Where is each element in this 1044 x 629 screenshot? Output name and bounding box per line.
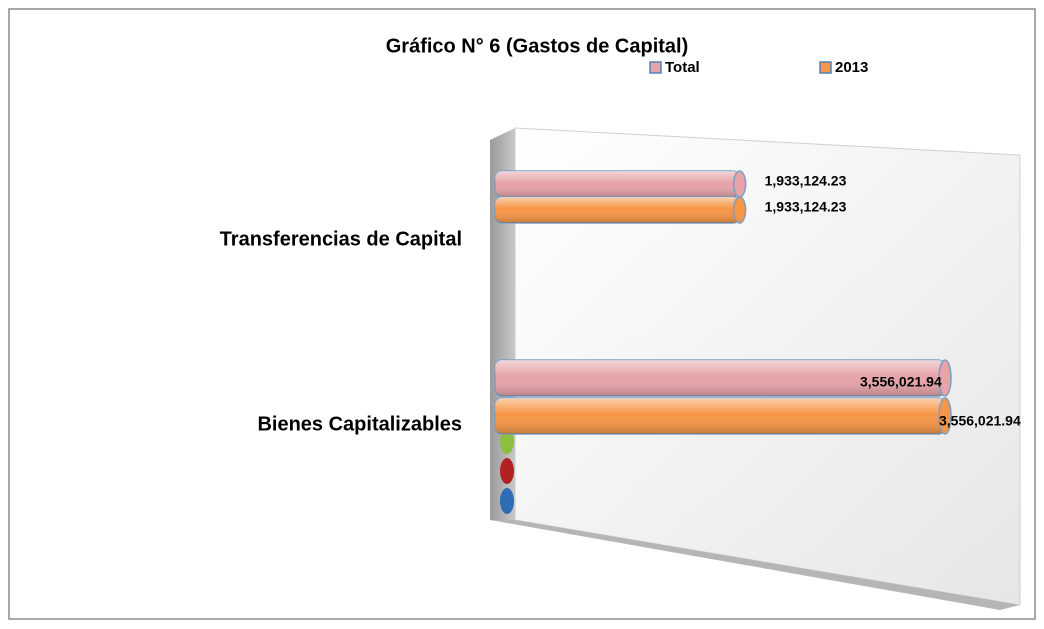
legend-label: Total — [665, 59, 700, 76]
bar-shine — [495, 171, 740, 197]
legend-swatch — [649, 61, 662, 74]
bar-shine — [495, 398, 945, 434]
legend-label: 2013 — [835, 59, 868, 76]
chart-title: Gráfico N° 6 (Gastos de Capital) — [386, 35, 689, 57]
decor — [500, 458, 514, 484]
legend-swatch — [819, 61, 832, 74]
decor — [500, 488, 514, 514]
data-label: 3,556,021.94 — [860, 374, 942, 390]
floor — [490, 520, 1020, 610]
bar-cap — [938, 397, 952, 435]
bar-shine — [495, 197, 740, 223]
bar-cap — [938, 359, 952, 397]
y-tick-label: Bienes Capitalizables — [257, 413, 462, 435]
bar-cap — [732, 196, 747, 224]
y-tick-label: Transferencias de Capital — [220, 228, 462, 250]
bar-cap — [732, 170, 747, 198]
data-label: 3,556,021.94 — [939, 413, 1021, 429]
data-label: 1,933,124.23 — [765, 173, 847, 189]
bar-shine — [495, 360, 945, 396]
data-label: 1,933,124.23 — [765, 199, 847, 215]
